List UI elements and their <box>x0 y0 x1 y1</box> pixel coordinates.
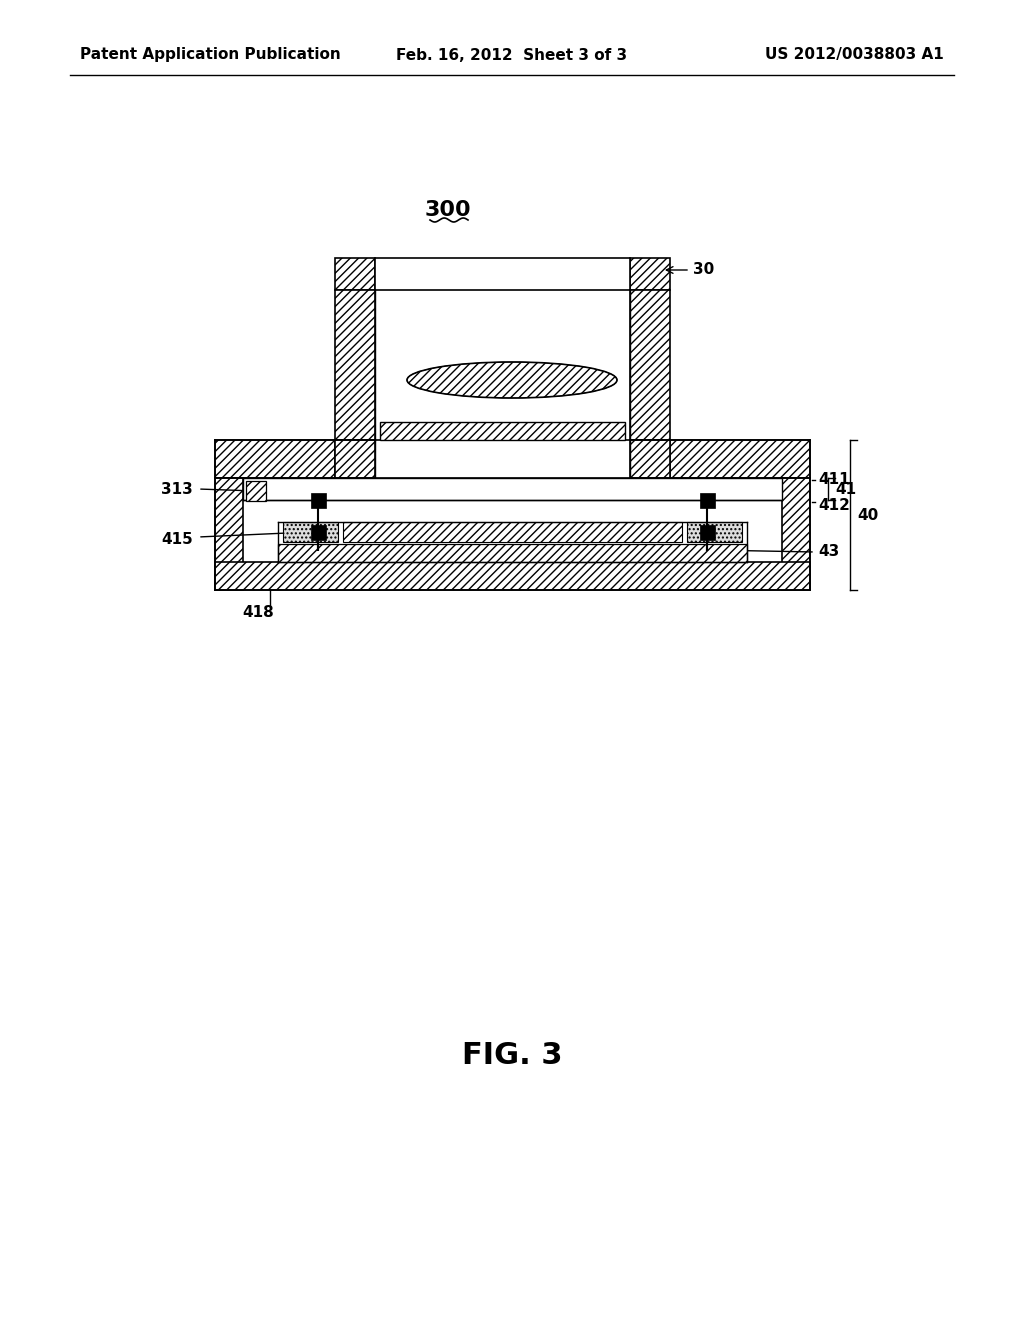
Bar <box>782 478 810 590</box>
Text: 313: 313 <box>161 482 193 496</box>
Bar <box>630 290 670 440</box>
Bar <box>215 440 335 478</box>
Text: 418: 418 <box>242 605 273 620</box>
Text: Feb. 16, 2012  Sheet 3 of 3: Feb. 16, 2012 Sheet 3 of 3 <box>396 48 628 62</box>
Bar <box>630 440 670 478</box>
Text: 43: 43 <box>818 544 840 560</box>
Bar <box>343 521 682 543</box>
Bar <box>311 525 326 540</box>
Bar <box>335 440 375 478</box>
Bar <box>311 492 326 508</box>
Bar <box>215 562 810 590</box>
Bar <box>630 257 670 290</box>
Bar <box>246 480 266 502</box>
Text: 411: 411 <box>818 473 850 487</box>
Text: Patent Application Publication: Patent Application Publication <box>80 48 341 62</box>
Bar <box>215 478 243 590</box>
Bar <box>243 478 782 500</box>
Bar <box>375 257 630 290</box>
Text: 300: 300 <box>425 201 471 220</box>
Bar <box>335 290 375 440</box>
Bar <box>243 500 782 562</box>
Bar <box>375 440 630 478</box>
Text: 412: 412 <box>818 498 850 512</box>
Text: 41: 41 <box>835 482 856 496</box>
Bar <box>670 440 810 478</box>
Bar <box>278 544 746 562</box>
Bar <box>283 521 338 543</box>
Text: US 2012/0038803 A1: US 2012/0038803 A1 <box>765 48 944 62</box>
Text: FIG. 3: FIG. 3 <box>462 1040 562 1069</box>
Text: 30: 30 <box>693 263 715 277</box>
Bar <box>335 257 375 290</box>
Bar <box>380 422 625 440</box>
Bar <box>700 492 715 508</box>
Text: 415: 415 <box>161 532 193 548</box>
Ellipse shape <box>407 362 617 399</box>
Bar <box>700 525 715 540</box>
Text: 40: 40 <box>857 507 879 523</box>
Bar <box>375 290 630 440</box>
Bar <box>687 521 742 543</box>
